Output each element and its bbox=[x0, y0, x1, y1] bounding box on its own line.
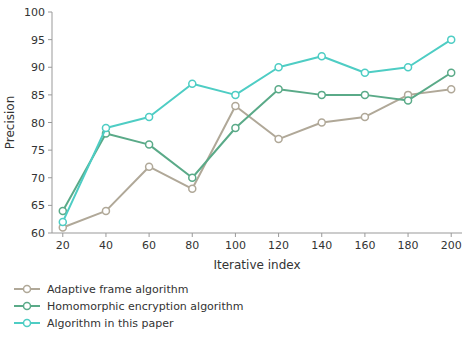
plot-area bbox=[59, 36, 454, 231]
point bbox=[232, 102, 239, 109]
x-tick bbox=[62, 233, 63, 237]
point bbox=[448, 36, 455, 43]
legend-label: Algorithm in this paper bbox=[47, 317, 174, 330]
y-tick-label: 60 bbox=[31, 227, 45, 240]
point bbox=[146, 163, 153, 170]
x-tick bbox=[321, 233, 322, 237]
legend-label: Adaptive frame algorithm bbox=[47, 283, 188, 296]
point bbox=[59, 218, 66, 225]
y-tick bbox=[48, 67, 52, 68]
point bbox=[146, 113, 153, 120]
point bbox=[448, 86, 455, 93]
x-tick bbox=[451, 233, 452, 237]
chart: 20 40 60 80 100 120 140 160 180 200 60 65 70 75 80 85 90… bbox=[0, 0, 474, 346]
y-tick-label: 75 bbox=[31, 144, 45, 157]
x-tick-label: 200 bbox=[441, 239, 462, 252]
x-tick bbox=[192, 233, 193, 237]
point bbox=[275, 86, 282, 93]
x-tick-label: 60 bbox=[142, 239, 156, 252]
point bbox=[232, 91, 239, 98]
y-tick bbox=[48, 122, 52, 123]
point bbox=[189, 174, 196, 181]
legend-marker bbox=[24, 286, 31, 293]
point bbox=[189, 80, 196, 87]
y-axis-label: Precision bbox=[3, 96, 17, 150]
y-tick-label: 80 bbox=[31, 117, 45, 130]
legend-marker bbox=[24, 320, 31, 327]
x-tick bbox=[364, 233, 365, 237]
y-tick-label: 85 bbox=[31, 89, 45, 102]
y-tick bbox=[48, 94, 52, 95]
x-tick-label: 40 bbox=[99, 239, 113, 252]
legend-label: Homomorphic encryption algorithm bbox=[47, 300, 243, 313]
point bbox=[275, 136, 282, 143]
x-axis-label: Iterative index bbox=[213, 258, 300, 272]
x-tick bbox=[278, 233, 279, 237]
x-tick bbox=[105, 233, 106, 237]
y-tick bbox=[48, 177, 52, 178]
x-tick-label: 80 bbox=[185, 239, 199, 252]
series-line bbox=[63, 89, 451, 227]
point bbox=[146, 141, 153, 148]
y-tick bbox=[48, 205, 52, 206]
y-tick-label: 95 bbox=[31, 34, 45, 47]
series-line bbox=[63, 73, 451, 211]
x-tick-label: 140 bbox=[311, 239, 332, 252]
x-tick bbox=[235, 233, 236, 237]
point bbox=[318, 119, 325, 126]
y-tick bbox=[48, 39, 52, 40]
point bbox=[318, 53, 325, 60]
point bbox=[361, 69, 368, 76]
point bbox=[232, 125, 239, 132]
point bbox=[275, 64, 282, 71]
y-tick bbox=[48, 12, 52, 13]
x-tick-label: 20 bbox=[56, 239, 70, 252]
point bbox=[102, 207, 109, 214]
x-tick-label: 160 bbox=[354, 239, 375, 252]
point bbox=[405, 97, 412, 104]
y-tick-label: 70 bbox=[31, 172, 45, 185]
legend: Adaptive frame algorithm Homomorphic encr… bbox=[14, 283, 243, 330]
point bbox=[405, 64, 412, 71]
point bbox=[361, 91, 368, 98]
y-tick bbox=[48, 233, 52, 234]
x-tick bbox=[408, 233, 409, 237]
x-tick bbox=[149, 233, 150, 237]
y-tick-label: 100 bbox=[24, 6, 45, 19]
point bbox=[448, 69, 455, 76]
x-tick-label: 120 bbox=[268, 239, 289, 252]
x-tick-label: 180 bbox=[398, 239, 419, 252]
point bbox=[189, 185, 196, 192]
x-axis-line bbox=[52, 233, 462, 234]
y-tick bbox=[48, 150, 52, 151]
legend-marker bbox=[24, 303, 31, 310]
x-tick-label: 100 bbox=[225, 239, 246, 252]
point bbox=[318, 91, 325, 98]
point bbox=[59, 207, 66, 214]
y-tick-label: 65 bbox=[31, 199, 45, 212]
point bbox=[102, 125, 109, 132]
point bbox=[361, 113, 368, 120]
y-tick-label: 90 bbox=[31, 61, 45, 74]
series-line bbox=[63, 40, 451, 222]
